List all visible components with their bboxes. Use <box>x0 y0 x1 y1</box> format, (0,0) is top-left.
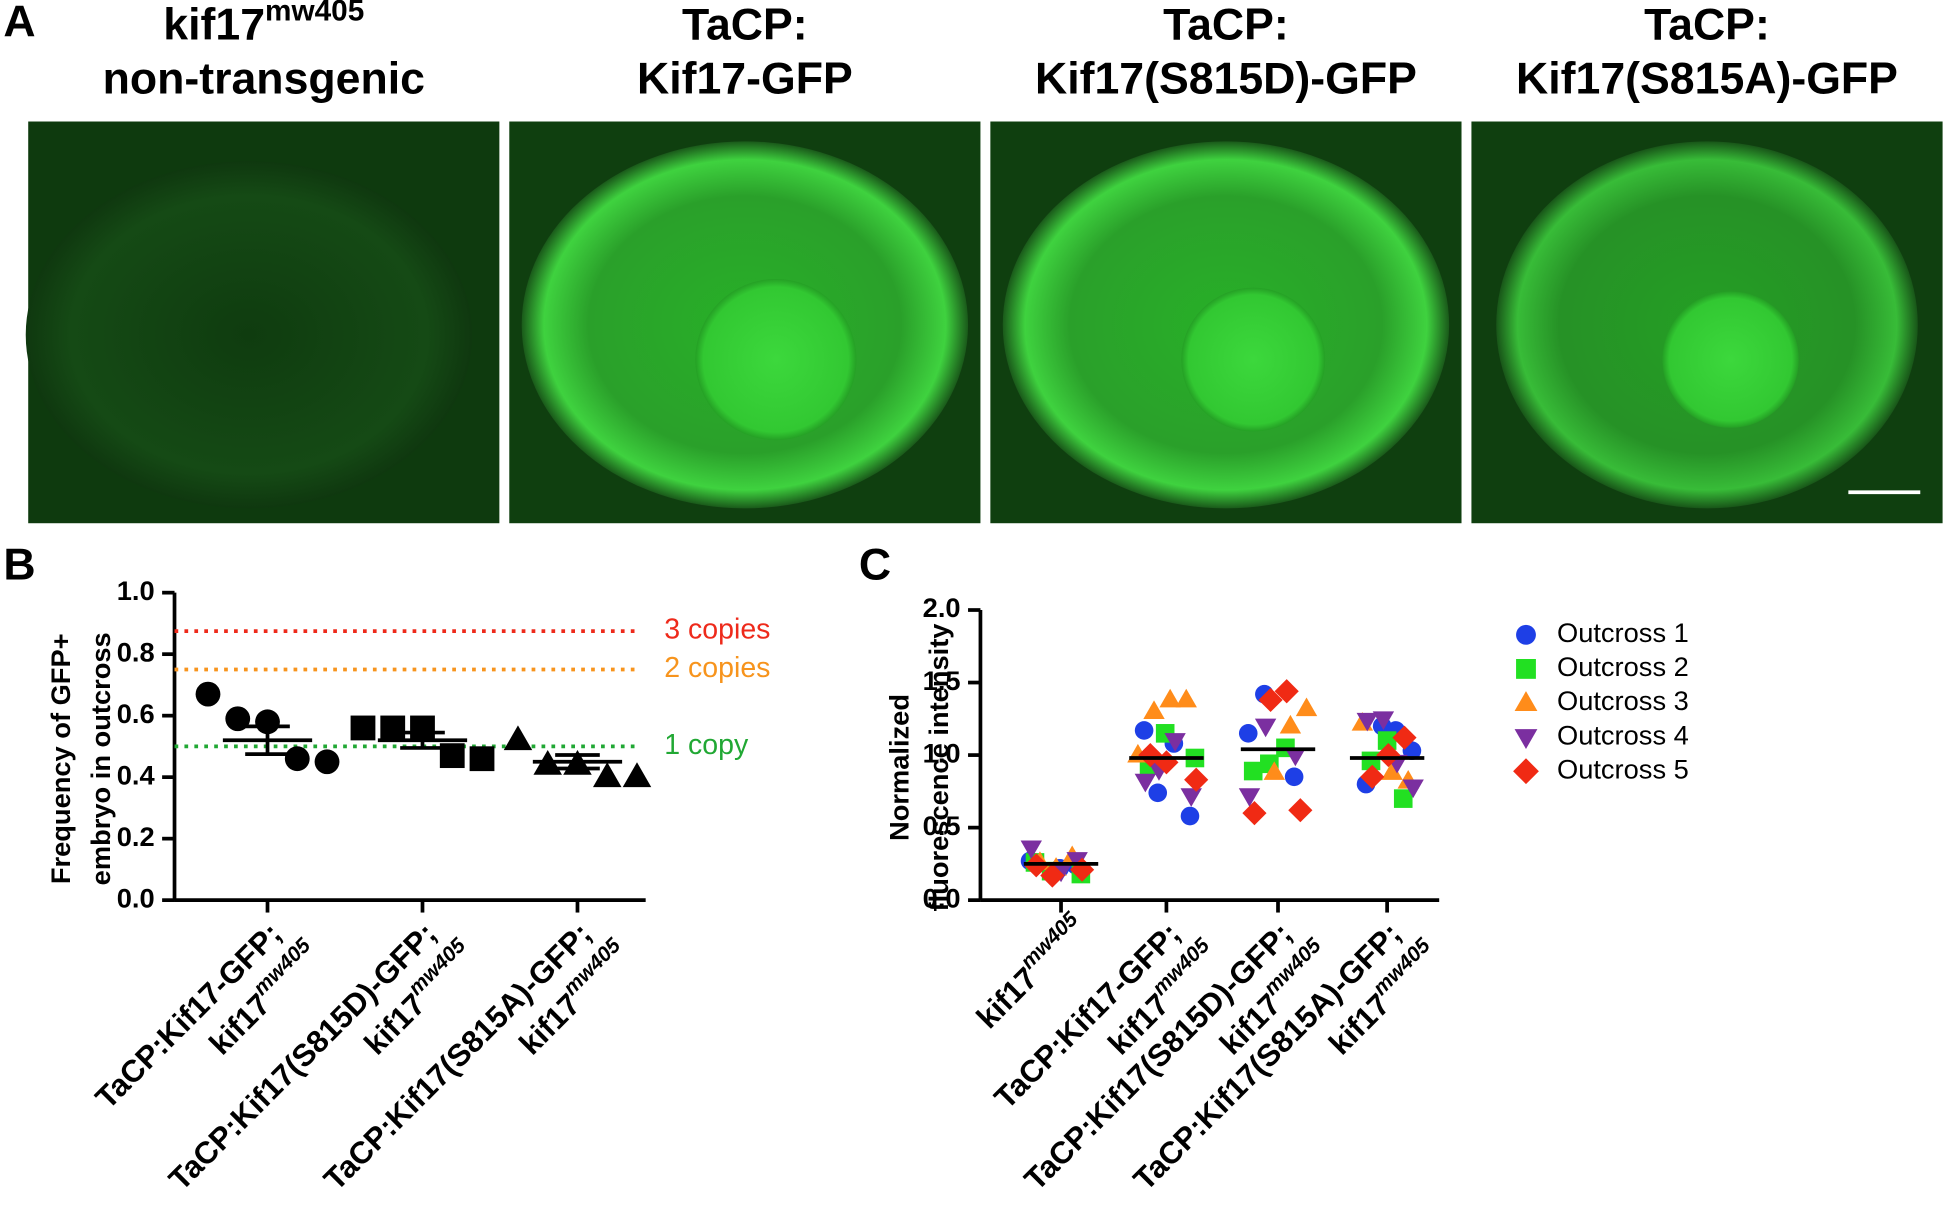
dot <box>1134 721 1154 740</box>
dot <box>1274 679 1299 704</box>
reference-label: 1 copy <box>664 729 749 761</box>
dot <box>1263 761 1285 780</box>
dot <box>1143 700 1165 720</box>
panel-title: Kif17(S815A)-GFP <box>1516 55 1898 104</box>
legend-label: Outcross 4 <box>1557 719 1689 750</box>
dot <box>622 762 652 788</box>
dot <box>1254 718 1277 738</box>
y-tick-label: 0.2 <box>117 821 155 852</box>
title-text: TaCP: <box>1644 0 1770 49</box>
dot <box>1376 742 1401 768</box>
dot <box>1164 733 1186 752</box>
y-tick-label: 0.4 <box>117 759 156 790</box>
panel-title: Kif17-GFP <box>637 55 853 104</box>
legend-marker <box>1516 658 1536 679</box>
y-tick-label: 1.0 <box>117 575 155 606</box>
dot <box>1372 711 1395 730</box>
dot <box>1288 798 1313 823</box>
y-tick-label: 0.5 <box>923 810 961 841</box>
panel-title: TaCP: <box>1163 0 1289 49</box>
legend-label: Outcross 1 <box>1557 617 1689 648</box>
dot <box>314 749 340 775</box>
dot <box>1360 764 1385 789</box>
x-tick-superscript: mw405 <box>1016 907 1082 973</box>
dot <box>1159 688 1181 708</box>
y-tick-label: 0.0 <box>923 882 961 913</box>
dot <box>1393 789 1413 808</box>
dot <box>1392 725 1417 750</box>
legend-label: Outcross 2 <box>1557 651 1689 682</box>
title-text: TaCP: <box>1163 0 1289 49</box>
dot <box>1134 773 1157 793</box>
title-superscript: mw405 <box>265 0 364 27</box>
panel-label: C <box>859 541 891 590</box>
legend-label: Outcross 3 <box>1557 685 1689 716</box>
y-tick-label: 0.0 <box>117 882 155 913</box>
y-tick-label: 2.0 <box>923 592 961 623</box>
dot <box>1138 742 1163 768</box>
dot <box>1243 761 1263 781</box>
dot <box>195 681 221 707</box>
y-tick-label: 0.6 <box>117 698 155 729</box>
panel-title: TaCP: <box>1644 0 1770 49</box>
dot <box>1238 788 1261 807</box>
y-tick-label: 1.0 <box>923 737 961 768</box>
reference-label: 2 copies <box>664 652 770 684</box>
panel-label: B <box>3 541 35 590</box>
dot <box>1020 840 1042 860</box>
dot <box>284 746 310 772</box>
dot <box>1356 712 1378 732</box>
dot <box>503 725 533 751</box>
panel-title: kif17mw405 <box>163 0 364 49</box>
legend-label: Outcross 5 <box>1557 753 1689 784</box>
dot <box>1175 688 1197 708</box>
dot <box>1148 783 1168 803</box>
legend-marker <box>1513 758 1539 785</box>
dot <box>1284 767 1304 787</box>
y-axis-label: Frequency of GFP+ <box>45 633 76 884</box>
dot <box>1238 724 1258 743</box>
panel-title: non-transgenic <box>103 55 425 104</box>
dot <box>1284 747 1307 767</box>
dot <box>1295 697 1318 717</box>
y-axis-label: embryo in outcross <box>85 632 116 885</box>
dot <box>1180 806 1200 826</box>
y-axis-label: fluorescence intensity <box>923 623 954 912</box>
dot <box>225 706 251 732</box>
dot <box>1258 687 1283 713</box>
dot <box>1242 801 1267 826</box>
dot <box>1381 761 1403 780</box>
dot <box>1184 767 1209 792</box>
dot <box>1377 731 1397 750</box>
reference-label: 3 copies <box>664 614 770 646</box>
legend-marker <box>1516 624 1536 645</box>
dot <box>350 715 376 741</box>
micrograph <box>25 121 1943 524</box>
dot <box>1279 714 1302 734</box>
y-tick-label: 1.5 <box>923 665 961 696</box>
title-text: kif17 <box>163 0 265 49</box>
dot <box>380 715 406 741</box>
dot <box>592 762 622 788</box>
dot <box>469 746 495 772</box>
panel-label: A <box>3 0 35 47</box>
y-tick-label: 0.8 <box>117 636 155 667</box>
dot <box>1402 779 1424 799</box>
legend-marker <box>1514 729 1538 750</box>
legend-marker <box>1514 691 1538 711</box>
y-axis-label: Normalized <box>883 694 914 841</box>
panel-title: TaCP: <box>682 0 808 49</box>
panel-title: Kif17(S815D)-GFP <box>1035 55 1417 104</box>
title-text: TaCP: <box>682 0 808 49</box>
dot <box>1180 788 1202 807</box>
dot <box>1066 852 1088 871</box>
